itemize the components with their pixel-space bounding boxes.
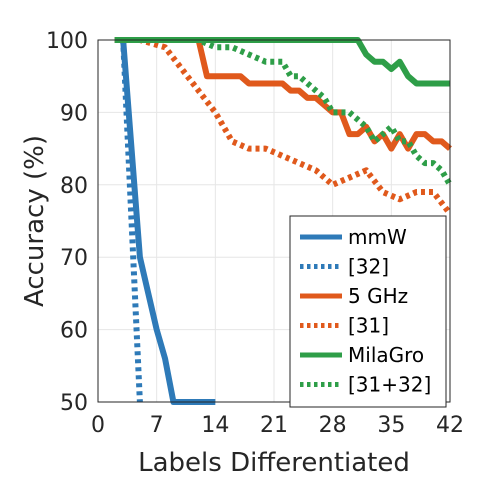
series-line-31	[114, 37, 453, 216]
x-tick-label-1: 7	[150, 413, 164, 438]
x-tick-label-2: 14	[201, 413, 229, 438]
y-tick-label-5: 100	[46, 29, 88, 54]
legend-label-4: MilaGro	[348, 343, 424, 367]
legend-box	[289, 215, 447, 408]
legend-label-3: [31]	[348, 314, 389, 338]
x-tick-label-4: 28	[319, 413, 347, 438]
x-axis-label: Labels Differentiated	[138, 448, 410, 478]
y-tick-label-3: 80	[60, 174, 88, 199]
y-tick-label-1: 60	[60, 319, 88, 344]
y-tick-label-2: 70	[60, 246, 88, 271]
legend-label-2: 5 GHz	[348, 284, 408, 308]
tick-labels: 0 7 14 21 28 35 42 50 60 70 80 90 100	[46, 29, 464, 438]
y-tick-label-4: 90	[60, 101, 88, 126]
series-line-5-ghz	[114, 37, 452, 152]
series-line-31-32	[114, 37, 453, 187]
plot-frame	[97, 39, 451, 403]
legend-label-1: [32]	[348, 255, 389, 279]
y-tick-label-0: 50	[60, 391, 88, 416]
legend: mmW [32] 5 GHz [31] MilaGro [31+32]	[289, 215, 447, 408]
series-line-mmw	[114, 37, 216, 405]
x-tick-label-3: 21	[260, 413, 288, 438]
legend-label-5: [31+32]	[348, 373, 431, 397]
x-tick-label-5: 35	[377, 413, 405, 438]
x-tick-label-6: 42	[436, 413, 464, 438]
y-axis-label: Accuracy (%)	[20, 135, 50, 307]
x-tick-label-0: 0	[91, 413, 105, 438]
series-line-32	[114, 37, 143, 403]
legend-label-0: mmW	[348, 225, 407, 249]
series-line-milagro	[114, 37, 450, 87]
